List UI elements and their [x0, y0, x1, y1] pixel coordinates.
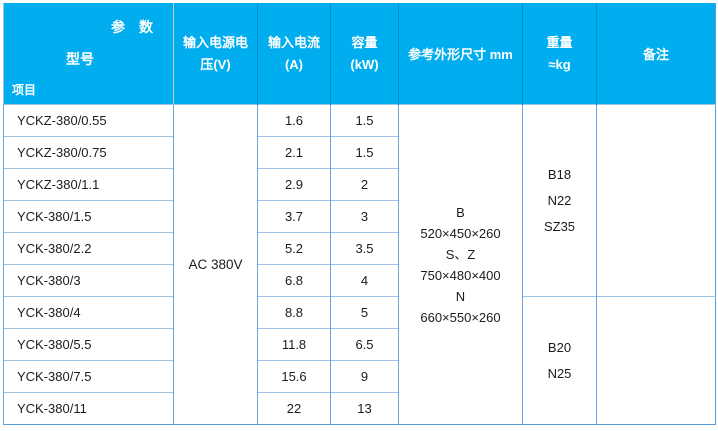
table-row: YCK-380/1.5 3.7 3: [3, 200, 716, 233]
dims-line: 660×550×260: [420, 309, 501, 325]
current-cell: 5.2: [257, 232, 331, 265]
capacity-cell: 1.5: [330, 104, 399, 137]
current-cell: 8.8: [257, 296, 331, 329]
dims-line: B: [456, 204, 465, 220]
current-cell: 2.9: [257, 168, 331, 201]
current-cell: 15.6: [257, 360, 331, 393]
current-cell: 22: [257, 392, 331, 425]
dims-line: S、Z: [445, 246, 476, 262]
capacity-cell: 6.5: [330, 328, 399, 361]
model-cell: YCK-380/2.2: [3, 232, 174, 265]
header-weight-line2: ≈kg: [548, 56, 571, 72]
capacity-cell: 3.5: [330, 232, 399, 265]
table-row: YCK-380/3 6.8 4: [3, 264, 716, 297]
header-item-label: 项目: [12, 83, 37, 97]
capacity-cell: 9: [330, 360, 399, 393]
dimensions-merged-cell: B 520×450×260 S、Z 750×480×400 N 660×550×…: [398, 104, 523, 425]
model-cell: YCKZ-380/1.1: [3, 168, 174, 201]
model-cell: YCK-380/1.5: [3, 200, 174, 233]
model-cell: YCK-380/7.5: [3, 360, 174, 393]
header-current-line1: 输入电流: [267, 34, 320, 50]
table-row: YCK-380/2.2 5.2 3.5: [3, 232, 716, 265]
table-row: YCK-380/7.5 15.6 9: [3, 360, 716, 393]
current-cell: 3.7: [257, 200, 331, 233]
model-cell: YCK-380/11: [3, 392, 174, 425]
product-spec-table: 参 数 型号 项目 输入电源电 压(V) 输入电流 (A) 容量 (kW) 参考…: [3, 3, 716, 425]
header-voltage: 输入电源电 压(V): [173, 3, 258, 105]
table-row: YCKZ-380/0.55 AC 380V 1.6 1.5 B 520×450×…: [3, 104, 716, 425]
header-current: 输入电流 (A): [257, 3, 331, 105]
capacity-cell: 4: [330, 264, 399, 297]
model-cell: YCK-380/5.5: [3, 328, 174, 361]
table-body: YCKZ-380/0.55 AC 380V 1.6 1.5 B 520×450×…: [3, 104, 716, 425]
capacity-cell: 5: [330, 296, 399, 329]
table-row: YCK-380/5.5 11.8 6.5: [3, 328, 716, 361]
current-cell: 1.6: [257, 104, 331, 137]
table-row: YCK-380/4 8.8 5 B20 N25: [3, 296, 716, 425]
weight-line: B18: [547, 166, 572, 182]
header-model-label: 型号: [66, 51, 94, 67]
header-capacity-line1: 容量: [351, 34, 378, 50]
remarks-group2-cell: [596, 296, 716, 425]
header-voltage-line2: 压(V): [200, 56, 231, 72]
spec-table-container: 参 数 型号 项目 输入电源电 压(V) 输入电流 (A) 容量 (kW) 参考…: [3, 3, 716, 425]
header-weight-line1: 重量: [546, 34, 573, 50]
weight-line: N25: [547, 365, 572, 381]
header-voltage-line1: 输入电源电: [182, 34, 248, 50]
dims-line: 520×450×260: [420, 225, 501, 241]
voltage-merged-cell: AC 380V: [173, 104, 258, 425]
table-row: YCKZ-380/1.1 2.9 2: [3, 168, 716, 201]
model-cell: YCK-380/4: [3, 296, 174, 329]
dims-line: 750×480×400: [420, 267, 501, 283]
remarks-group1-cell: [596, 104, 716, 297]
weight-line: N22: [547, 192, 572, 208]
header-row: 参 数 型号 项目 输入电源电 压(V) 输入电流 (A) 容量 (kW) 参考…: [3, 3, 716, 105]
header-weight: 重量 ≈kg: [522, 3, 597, 105]
table-header: 参 数 型号 项目 输入电源电 压(V) 输入电流 (A) 容量 (kW) 参考…: [3, 3, 716, 105]
model-cell: YCK-380/3: [3, 264, 174, 297]
weight-group2-cell: B20 N25: [522, 296, 597, 425]
capacity-cell: 13: [330, 392, 399, 425]
header-params-label: 参 数: [111, 19, 153, 35]
capacity-cell: 3: [330, 200, 399, 233]
header-dimensions: 参考外形尺寸 mm: [398, 3, 523, 105]
header-corner-cell: 参 数 型号 项目: [3, 3, 174, 105]
current-cell: 2.1: [257, 136, 331, 169]
current-cell: 11.8: [257, 328, 331, 361]
header-capacity-line2: (kW): [350, 56, 379, 72]
table-row: YCKZ-380/0.75 2.1 1.5: [3, 136, 716, 169]
model-cell: YCKZ-380/0.75: [3, 136, 174, 169]
table-row: YCK-380/11 22 13: [3, 392, 716, 425]
header-current-line2: (A): [284, 56, 304, 72]
capacity-cell: 1.5: [330, 136, 399, 169]
model-cell: YCKZ-380/0.55: [3, 104, 174, 137]
current-cell: 6.8: [257, 264, 331, 297]
weight-group1-cell: B18 N22 SZ35: [522, 104, 597, 297]
weight-line: SZ35: [543, 218, 576, 234]
header-remarks: 备注: [596, 3, 716, 105]
header-capacity: 容量 (kW): [330, 3, 399, 105]
weight-line: B20: [547, 339, 572, 355]
capacity-cell: 2: [330, 168, 399, 201]
dims-line: N: [455, 288, 466, 304]
